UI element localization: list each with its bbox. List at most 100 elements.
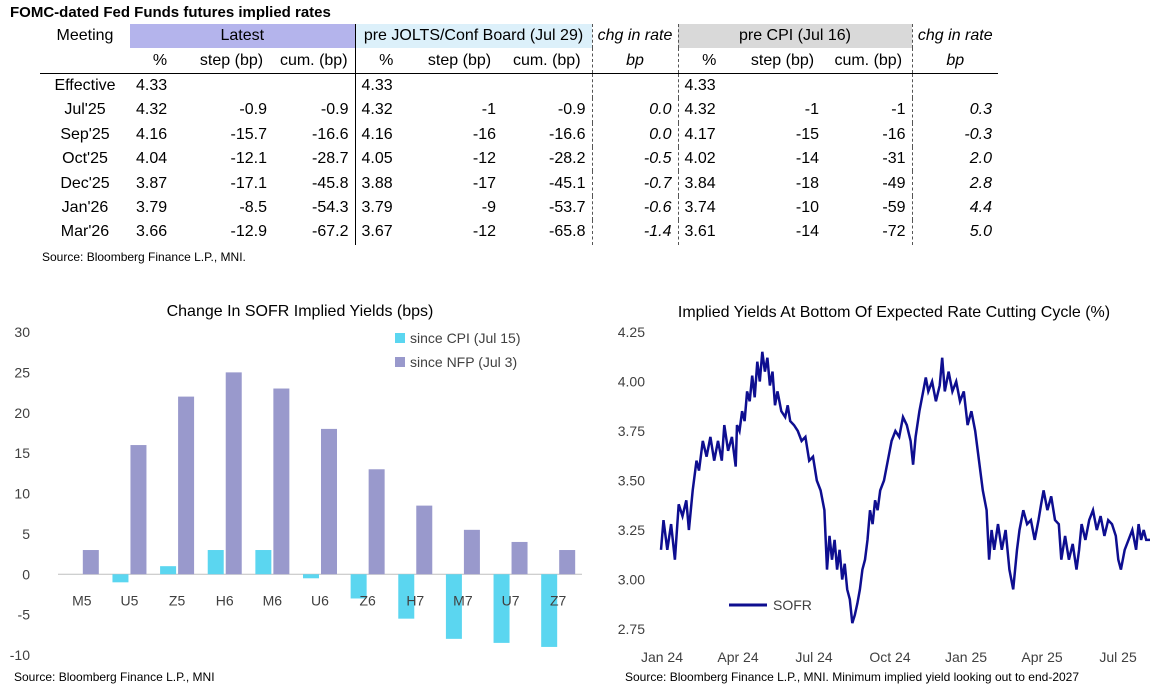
bar-y-tick-label: 25 <box>14 364 30 380</box>
cell-c-step <box>740 73 825 98</box>
cell-c-cum: -31 <box>882 150 906 168</box>
legend-label-since-cpi: since CPI (Jul 15) <box>410 330 520 346</box>
cell-j-cum: -53.7 <box>549 198 586 216</box>
bar-chart-source: Source: Bloomberg Finance L.P., MNI <box>14 670 215 684</box>
cell-c-pct: 4.02 <box>677 146 740 172</box>
line-x-tick-label: Oct 24 <box>869 649 910 665</box>
line-x-tick-label: Jan 25 <box>945 649 987 665</box>
cell-meeting: Oct'25 <box>62 150 108 168</box>
line-x-tick-label: Jul 24 <box>795 649 833 665</box>
subheader-pct: % <box>130 48 190 74</box>
cell-l-pct: 3.79 <box>136 198 168 216</box>
cell-j-step: -1 <box>481 101 496 119</box>
cell-l-pct: 4.04 <box>136 150 168 168</box>
header-meeting: Meeting <box>56 27 114 45</box>
cell-l-cum: -54.3 <box>312 198 349 216</box>
cell-chg1: -1.4 <box>591 220 678 245</box>
line-x-tick-label: Jan 24 <box>641 649 683 665</box>
bar-since-cpi-z6 <box>350 574 367 599</box>
cell-meeting: Effective <box>54 76 116 94</box>
cell-j-step: -17 <box>472 174 496 192</box>
cell-c-pct: 4.33 <box>677 73 740 99</box>
line-y-tick-label: 3.75 <box>618 423 645 439</box>
cell-j-pct: 4.05 <box>354 146 417 172</box>
cell-j-step: -9 <box>481 198 496 216</box>
bar-x-tick-label: M7 <box>453 592 473 608</box>
cell-l-step: -0.9 <box>239 101 267 119</box>
header-chg-in-rate-1: chg in rate <box>591 24 678 49</box>
cell-chg2: 0.3 <box>911 98 998 123</box>
bar-since-cpi-m7 <box>445 574 462 639</box>
implied-yield-line-chart: Implied Yields At Bottom Of Expected Rat… <box>618 304 1150 684</box>
cell-c-step: -10 <box>795 198 819 216</box>
bar-x-tick-label: Z6 <box>359 592 376 608</box>
subheader-pct: % <box>354 48 417 74</box>
cell-j-step <box>417 73 502 98</box>
bar-y-tick-label: 10 <box>14 486 30 502</box>
cell-c-step: -14 <box>795 150 819 168</box>
cell-j-step: -12 <box>472 150 496 168</box>
cell-chg1: -0.7 <box>591 171 678 196</box>
cell-l-step: -8.5 <box>239 198 267 216</box>
bar-since-nfp-h6 <box>225 372 242 575</box>
cell-c-step: -14 <box>795 223 819 241</box>
bar-x-tick-label: U7 <box>502 592 520 608</box>
bar-since-nfp-u6 <box>321 428 337 575</box>
table-row: Jan'26 3.79 -8.5 -54.3 3.79 -9 -53.7 -0.6 3.74 -1… <box>40 195 998 221</box>
cell-c-pct: 3.74 <box>677 195 740 221</box>
subheader-pct: % <box>677 48 740 74</box>
cell-l-step: -17.1 <box>230 174 267 192</box>
bar-x-tick-label: Z5 <box>169 592 186 608</box>
cell-l-cum <box>273 73 355 98</box>
bar-y-tick-label: -10 <box>10 647 30 663</box>
bar-x-tick-label: H6 <box>216 592 234 608</box>
cell-l-cum: -16.6 <box>312 125 349 143</box>
subheader-bp: bp <box>591 48 678 74</box>
bar-since-nfp-m5 <box>82 550 99 575</box>
sofr-series-line <box>659 351 1150 624</box>
line-x-tick-label: Apr 24 <box>717 649 758 665</box>
bar-since-cpi-u5 <box>112 574 129 583</box>
cell-j-pct: 3.79 <box>354 195 417 221</box>
bar-y-tick-label: -5 <box>18 607 31 623</box>
cell-l-cum: -45.8 <box>312 174 349 192</box>
table-row: Mar'26 3.66 -12.9 -67.2 3.67 -12 -65.8 -1.4 3.61… <box>40 220 998 245</box>
bar-x-tick-label: U6 <box>311 592 329 608</box>
line-chart-source: Source: Bloomberg Finance L.P., MNI. Min… <box>625 670 1079 684</box>
bar-since-nfp-h7 <box>416 505 433 575</box>
bar-chart-title: Change In SOFR Implied Yields (bps) <box>167 303 434 320</box>
line-y-tick-label: 2.75 <box>618 621 645 637</box>
table-row: Dec'25 3.87 -17.1 -45.8 3.88 -17 -45.1 -0.7 3.84… <box>40 171 998 196</box>
cell-l-step: -12.9 <box>230 223 267 241</box>
cell-j-pct: 3.67 <box>354 220 417 245</box>
bar-since-cpi-z7 <box>541 574 558 647</box>
cell-chg1: 0.0 <box>591 98 678 123</box>
cell-l-pct: 4.33 <box>136 76 168 94</box>
bar-y-tick-label: 5 <box>22 526 30 542</box>
cell-chg1: 0.0 <box>591 122 678 147</box>
cell-j-pct: 4.33 <box>354 73 417 99</box>
legend-swatch-since-cpi <box>395 333 405 343</box>
cell-l-step <box>190 73 273 98</box>
header-pre-cpi: pre CPI (Jul 16) <box>677 24 912 49</box>
bar-x-tick-label: U5 <box>121 592 139 608</box>
header-latest: Latest <box>130 24 355 49</box>
bar-y-tick-label: 30 <box>14 324 30 340</box>
cell-j-cum: -28.2 <box>549 150 586 168</box>
cell-j-pct: 3.88 <box>354 171 417 196</box>
subheader-step: step (bp) <box>417 48 502 74</box>
cell-chg2: 4.4 <box>911 195 998 221</box>
header-chg-in-rate-2: chg in rate <box>911 24 998 49</box>
bar-y-tick-label: 15 <box>14 445 30 461</box>
cell-l-pct: 4.32 <box>136 101 168 119</box>
cell-c-step: -1 <box>804 101 819 119</box>
bar-since-nfp-u5 <box>130 445 147 575</box>
cell-c-pct: 3.61 <box>677 220 740 245</box>
cell-l-step: -12.1 <box>230 150 267 168</box>
bar-x-tick-label: M6 <box>263 592 283 608</box>
bar-x-tick-label: Z7 <box>550 592 567 608</box>
cell-l-pct: 3.87 <box>136 174 168 192</box>
cell-c-pct: 4.17 <box>677 122 740 147</box>
bar-x-tick-label: M5 <box>72 592 92 608</box>
bar-since-cpi-h7 <box>398 574 415 619</box>
